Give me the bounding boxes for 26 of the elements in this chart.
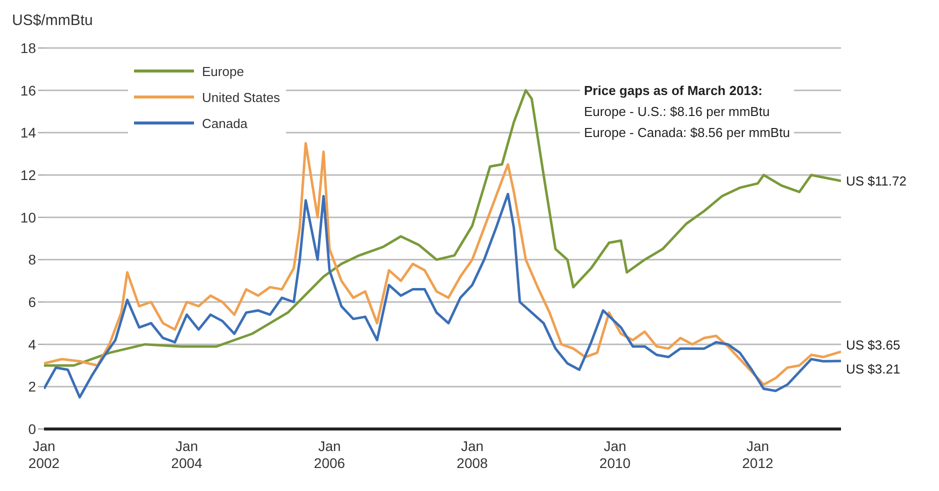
line-series	[44, 192, 841, 398]
x-tick-label: Jan 2012	[742, 438, 774, 471]
y-tick-label: 2	[28, 378, 36, 395]
annotation: US $11.72	[846, 174, 906, 189]
x-tick-label: Jan 2010	[599, 438, 631, 471]
y-tick-label: 12	[20, 166, 36, 183]
legend-label: United States	[202, 90, 280, 104]
annotation: Price gaps as of March 2013: Europe - U.S.: $8.16 per mmBtu Europe - Canada: $8.56 per mmBtu	[584, 82, 790, 142]
x-tick-label: Jan 2006	[314, 438, 346, 471]
x-tick-label: Jan 2002	[28, 438, 60, 471]
x-tick-label: Jan 2004	[171, 438, 203, 471]
annotation: US $3.21	[846, 362, 900, 377]
line-series	[44, 142, 841, 386]
legend-label: Europe	[202, 64, 244, 78]
y-tick-label: 16	[20, 82, 36, 98]
annotation: US $3.65	[846, 337, 900, 352]
x-tick-label: Jan 2008	[456, 438, 488, 471]
y-tick-label: 14	[20, 124, 36, 141]
y-tick-label: 0	[28, 420, 36, 437]
y-tick-label: 6	[28, 294, 36, 310]
y-tick-label: 4	[28, 336, 36, 352]
y-tick-label: 18	[20, 40, 36, 56]
y-tick-label: 10	[20, 209, 36, 226]
legend-label: Canada	[202, 116, 248, 130]
y-axis-title: US$/mmBtu	[12, 12, 93, 29]
y-tick-label: 8	[28, 252, 36, 268]
